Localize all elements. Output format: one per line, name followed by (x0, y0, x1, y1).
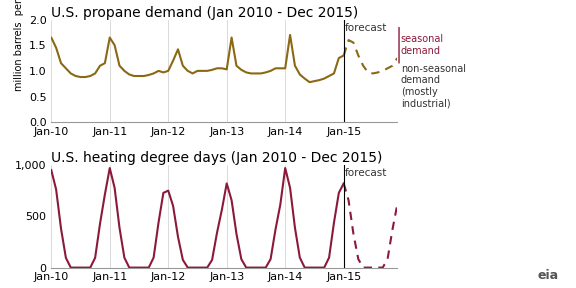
Text: U.S. heating degree days (Jan 2010 - Dec 2015): U.S. heating degree days (Jan 2010 - Dec… (51, 151, 382, 165)
Y-axis label: million barrels  per day: million barrels per day (14, 0, 24, 92)
Text: eia: eia (537, 269, 559, 282)
Text: forecast: forecast (345, 23, 388, 33)
Text: U.S. propane demand (Jan 2010 - Dec 2015): U.S. propane demand (Jan 2010 - Dec 2015… (51, 5, 358, 20)
Text: non-seasonal
demand
(mostly
industrial): non-seasonal demand (mostly industrial) (401, 64, 466, 109)
Text: forecast: forecast (345, 168, 388, 178)
Text: seasonal
demand: seasonal demand (401, 34, 444, 56)
